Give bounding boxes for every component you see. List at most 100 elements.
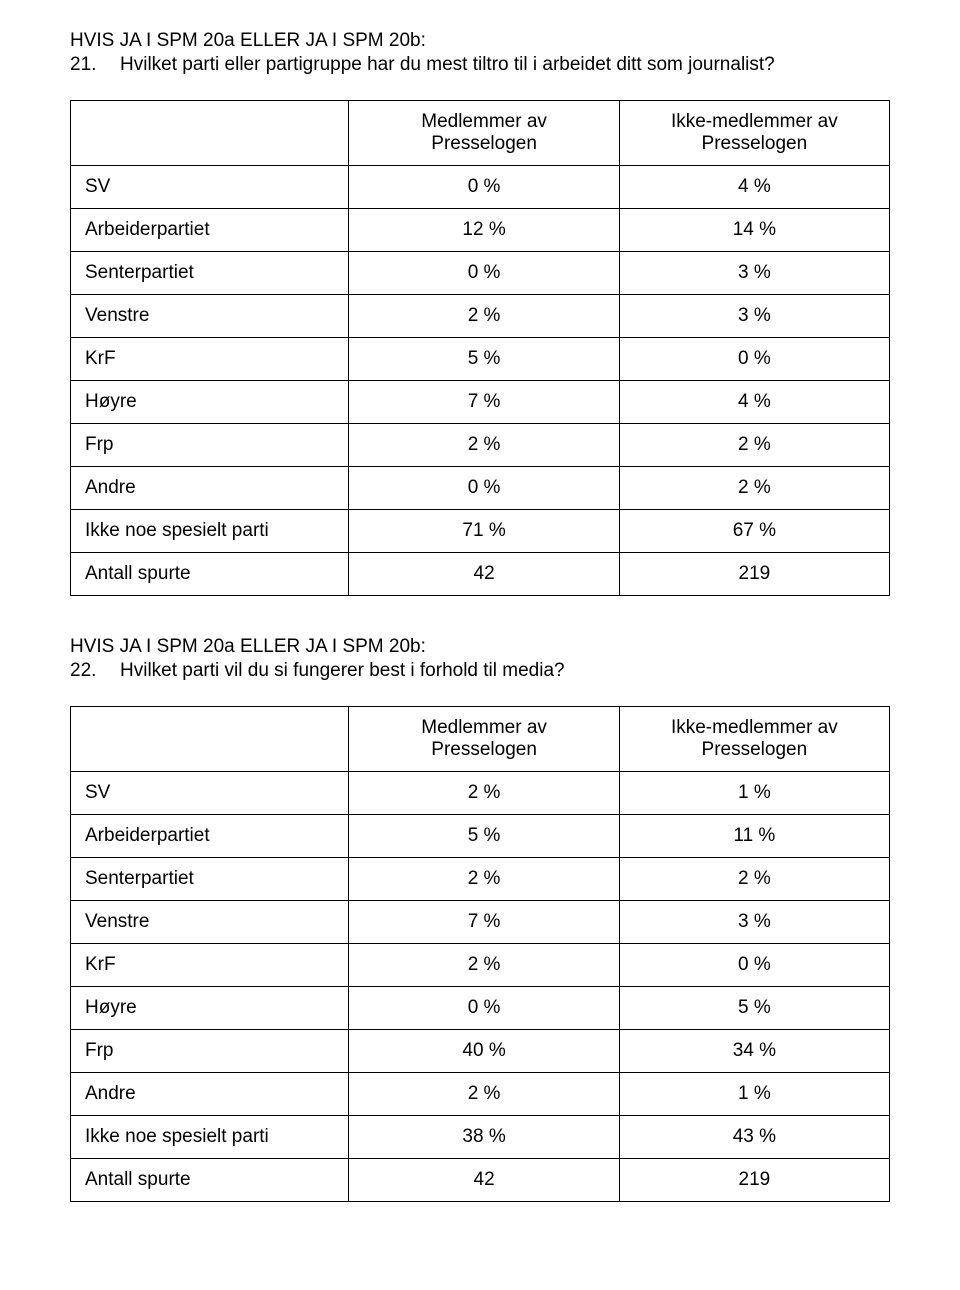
table-row: Arbeiderpartiet5 %11 % — [71, 815, 890, 858]
row-value: 0 % — [349, 467, 619, 510]
row-value: 0 % — [349, 166, 619, 209]
row-label: Frp — [71, 424, 349, 467]
row-label: Høyre — [71, 987, 349, 1030]
q21-condition: HVIS JA I SPM 20a ELLER JA I SPM 20b: — [70, 30, 890, 52]
row-value: 38 % — [349, 1116, 619, 1159]
row-label: Arbeiderpartiet — [71, 815, 349, 858]
table-row: Ikke noe spesielt parti38 %43 % — [71, 1116, 890, 1159]
row-value: 219 — [619, 553, 889, 596]
table-row: Høyre0 %5 % — [71, 987, 890, 1030]
q22-header-members-line2: Presselogen — [431, 739, 537, 760]
table-row: Frp2 %2 % — [71, 424, 890, 467]
table-row: Venstre2 %3 % — [71, 295, 890, 338]
q22-header-empty — [71, 707, 349, 772]
row-label: Antall spurte — [71, 553, 349, 596]
q21-prompt: 21. Hvilket parti eller partigruppe har … — [70, 54, 890, 76]
row-value: 2 % — [619, 467, 889, 510]
q21-header-nonmembers: Ikke-medlemmer av Presselogen — [619, 101, 889, 166]
q22-header-members: Medlemmer av Presselogen — [349, 707, 619, 772]
row-value: 12 % — [349, 209, 619, 252]
table-row: Arbeiderpartiet12 %14 % — [71, 209, 890, 252]
document-page: HVIS JA I SPM 20a ELLER JA I SPM 20b: 21… — [0, 0, 960, 1290]
row-value: 43 % — [619, 1116, 889, 1159]
q21-number: 21. — [70, 54, 120, 76]
row-label: Senterpartiet — [71, 252, 349, 295]
row-value: 3 % — [619, 295, 889, 338]
table-row: Andre2 %1 % — [71, 1073, 890, 1116]
table-row: KrF2 %0 % — [71, 944, 890, 987]
row-label: Andre — [71, 1073, 349, 1116]
row-value: 5 % — [349, 338, 619, 381]
row-value: 5 % — [619, 987, 889, 1030]
row-value: 2 % — [349, 1073, 619, 1116]
table-row: SV0 %4 % — [71, 166, 890, 209]
row-label: SV — [71, 772, 349, 815]
row-label: Ikke noe spesielt parti — [71, 1116, 349, 1159]
table-row: SV2 %1 % — [71, 772, 890, 815]
q21-table: Medlemmer av Presselogen Ikke-medlemmer … — [70, 100, 890, 596]
q22-header-nonmembers-line2: Presselogen — [702, 739, 808, 760]
row-value: 5 % — [349, 815, 619, 858]
row-value: 2 % — [349, 295, 619, 338]
row-value: 1 % — [619, 772, 889, 815]
table-row: Venstre7 %3 % — [71, 901, 890, 944]
section-spacer — [70, 596, 890, 636]
table-row: Antall spurte42219 — [71, 553, 890, 596]
row-value: 2 % — [619, 424, 889, 467]
row-label: Frp — [71, 1030, 349, 1073]
row-value: 0 % — [349, 987, 619, 1030]
row-label: KrF — [71, 338, 349, 381]
q21-header-empty — [71, 101, 349, 166]
row-value: 67 % — [619, 510, 889, 553]
q21-header-nonmembers-line1: Ikke-medlemmer av — [671, 111, 838, 132]
q21-text: Hvilket parti eller partigruppe har du m… — [120, 54, 775, 76]
row-value: 0 % — [349, 252, 619, 295]
row-value: 4 % — [619, 166, 889, 209]
q21-header-row: Medlemmer av Presselogen Ikke-medlemmer … — [71, 101, 890, 166]
q22-number: 22. — [70, 660, 120, 682]
q22-text: Hvilket parti vil du si fungerer best i … — [120, 660, 565, 682]
row-value: 34 % — [619, 1030, 889, 1073]
row-value: 0 % — [619, 944, 889, 987]
row-label: Senterpartiet — [71, 858, 349, 901]
row-value: 2 % — [349, 424, 619, 467]
table-row: Ikke noe spesielt parti71 %67 % — [71, 510, 890, 553]
row-value: 3 % — [619, 901, 889, 944]
q22-prompt: 22. Hvilket parti vil du si fungerer bes… — [70, 660, 890, 682]
row-value: 71 % — [349, 510, 619, 553]
row-value: 42 — [349, 1159, 619, 1202]
q22-condition: HVIS JA I SPM 20a ELLER JA I SPM 20b: — [70, 636, 890, 658]
table-row: Høyre7 %4 % — [71, 381, 890, 424]
row-value: 219 — [619, 1159, 889, 1202]
q22-header-nonmembers: Ikke-medlemmer av Presselogen — [619, 707, 889, 772]
row-label: Venstre — [71, 901, 349, 944]
row-value: 2 % — [619, 858, 889, 901]
row-label: SV — [71, 166, 349, 209]
q22-table: Medlemmer av Presselogen Ikke-medlemmer … — [70, 706, 890, 1202]
row-label: Andre — [71, 467, 349, 510]
row-value: 14 % — [619, 209, 889, 252]
q22-header-members-line1: Medlemmer av — [421, 717, 547, 738]
q21-header-nonmembers-line2: Presselogen — [702, 133, 808, 154]
q21-header-members-line2: Presselogen — [431, 133, 537, 154]
row-label: Ikke noe spesielt parti — [71, 510, 349, 553]
row-value: 2 % — [349, 944, 619, 987]
row-label: Arbeiderpartiet — [71, 209, 349, 252]
row-value: 40 % — [349, 1030, 619, 1073]
q22-header-row: Medlemmer av Presselogen Ikke-medlemmer … — [71, 707, 890, 772]
table-row: KrF5 %0 % — [71, 338, 890, 381]
table-row: Frp40 %34 % — [71, 1030, 890, 1073]
table-row: Senterpartiet0 %3 % — [71, 252, 890, 295]
table-row: Andre0 %2 % — [71, 467, 890, 510]
row-value: 4 % — [619, 381, 889, 424]
row-value: 3 % — [619, 252, 889, 295]
q21-header-members: Medlemmer av Presselogen — [349, 101, 619, 166]
q22-header-nonmembers-line1: Ikke-medlemmer av — [671, 717, 838, 738]
row-value: 2 % — [349, 858, 619, 901]
q21-header-members-line1: Medlemmer av — [421, 111, 547, 132]
row-value: 2 % — [349, 772, 619, 815]
row-value: 7 % — [349, 901, 619, 944]
row-value: 42 — [349, 553, 619, 596]
row-label: Antall spurte — [71, 1159, 349, 1202]
table-row: Senterpartiet2 %2 % — [71, 858, 890, 901]
